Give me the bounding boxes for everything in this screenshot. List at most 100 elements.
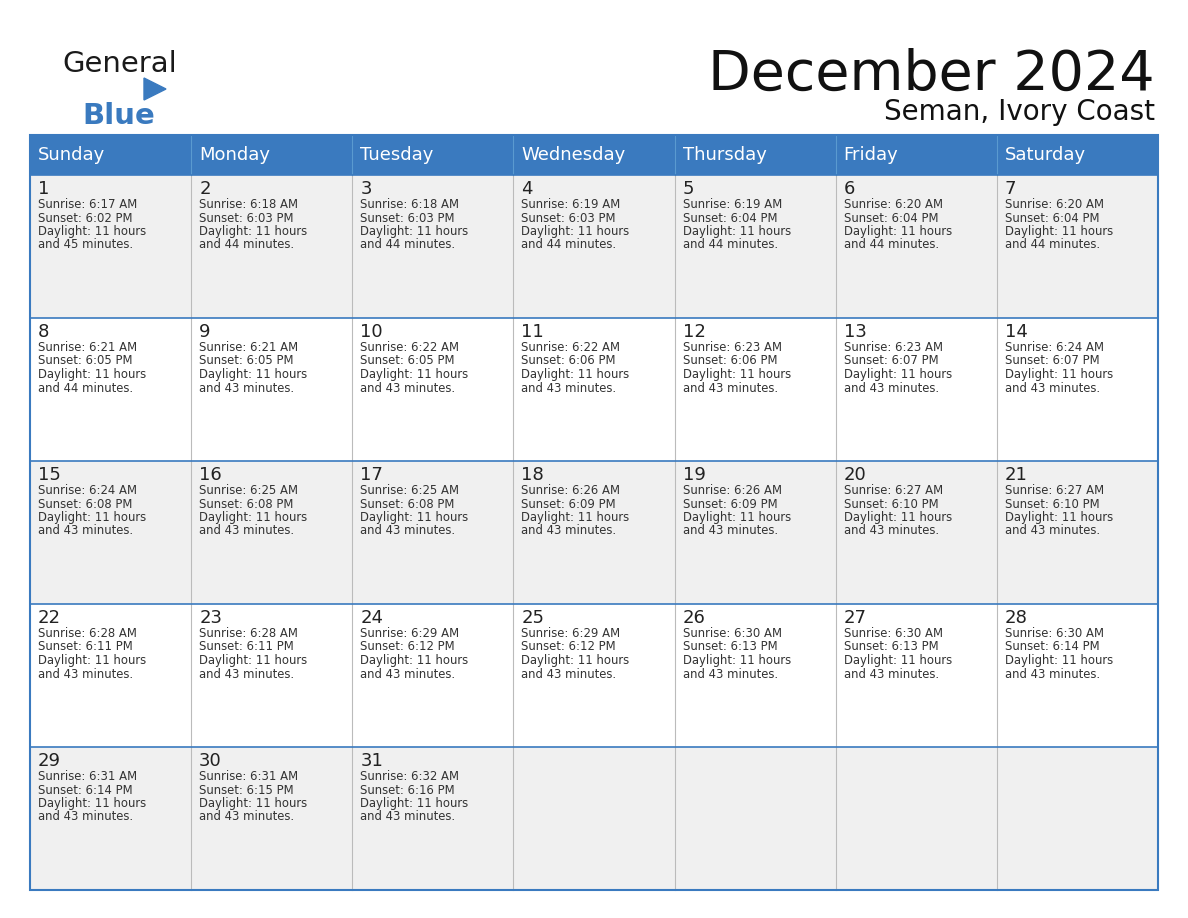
Text: 28: 28 xyxy=(1005,609,1028,627)
Text: Daylight: 11 hours: Daylight: 11 hours xyxy=(360,654,468,667)
Text: Sunset: 6:04 PM: Sunset: 6:04 PM xyxy=(1005,211,1099,225)
Text: Sunset: 6:04 PM: Sunset: 6:04 PM xyxy=(843,211,939,225)
Text: and 43 minutes.: and 43 minutes. xyxy=(38,667,133,680)
Text: Daylight: 11 hours: Daylight: 11 hours xyxy=(200,511,308,524)
Text: 1: 1 xyxy=(38,180,50,198)
Text: Daylight: 11 hours: Daylight: 11 hours xyxy=(843,368,952,381)
Text: Sunrise: 6:29 AM: Sunrise: 6:29 AM xyxy=(360,627,460,640)
Text: Sunrise: 6:30 AM: Sunrise: 6:30 AM xyxy=(683,627,782,640)
Text: Sunset: 6:09 PM: Sunset: 6:09 PM xyxy=(683,498,777,510)
Text: Sunset: 6:03 PM: Sunset: 6:03 PM xyxy=(200,211,293,225)
Text: Daylight: 11 hours: Daylight: 11 hours xyxy=(200,797,308,810)
Text: Blue: Blue xyxy=(82,102,154,130)
Text: 26: 26 xyxy=(683,609,706,627)
Text: Sunset: 6:06 PM: Sunset: 6:06 PM xyxy=(683,354,777,367)
Text: Daylight: 11 hours: Daylight: 11 hours xyxy=(360,368,468,381)
Text: Sunset: 6:02 PM: Sunset: 6:02 PM xyxy=(38,211,133,225)
Text: Daylight: 11 hours: Daylight: 11 hours xyxy=(843,654,952,667)
Text: 5: 5 xyxy=(683,180,694,198)
Text: Sunrise: 6:22 AM: Sunrise: 6:22 AM xyxy=(360,341,460,354)
Bar xyxy=(30,135,1158,890)
Text: 16: 16 xyxy=(200,466,222,484)
Text: 21: 21 xyxy=(1005,466,1028,484)
Text: and 44 minutes.: and 44 minutes. xyxy=(522,239,617,252)
Text: Daylight: 11 hours: Daylight: 11 hours xyxy=(38,511,146,524)
Text: Sunrise: 6:19 AM: Sunrise: 6:19 AM xyxy=(683,198,782,211)
Text: 15: 15 xyxy=(38,466,61,484)
Text: December 2024: December 2024 xyxy=(708,48,1155,102)
Text: Sunset: 6:10 PM: Sunset: 6:10 PM xyxy=(1005,498,1099,510)
Text: Daylight: 11 hours: Daylight: 11 hours xyxy=(38,654,146,667)
Text: Sunrise: 6:27 AM: Sunrise: 6:27 AM xyxy=(843,484,943,497)
Text: 3: 3 xyxy=(360,180,372,198)
Text: Sunrise: 6:22 AM: Sunrise: 6:22 AM xyxy=(522,341,620,354)
Text: 24: 24 xyxy=(360,609,384,627)
Text: and 44 minutes.: and 44 minutes. xyxy=(1005,239,1100,252)
Text: Seman, Ivory Coast: Seman, Ivory Coast xyxy=(884,98,1155,126)
Text: Daylight: 11 hours: Daylight: 11 hours xyxy=(1005,511,1113,524)
Text: and 43 minutes.: and 43 minutes. xyxy=(360,524,455,538)
Text: Sunrise: 6:20 AM: Sunrise: 6:20 AM xyxy=(1005,198,1104,211)
Text: Sunset: 6:05 PM: Sunset: 6:05 PM xyxy=(200,354,293,367)
Text: Wednesday: Wednesday xyxy=(522,146,626,164)
Text: Sunrise: 6:27 AM: Sunrise: 6:27 AM xyxy=(1005,484,1104,497)
Text: Sunrise: 6:30 AM: Sunrise: 6:30 AM xyxy=(1005,627,1104,640)
Text: Sunset: 6:13 PM: Sunset: 6:13 PM xyxy=(843,641,939,654)
Text: and 44 minutes.: and 44 minutes. xyxy=(683,239,778,252)
Text: Sunrise: 6:24 AM: Sunrise: 6:24 AM xyxy=(38,484,137,497)
Text: 13: 13 xyxy=(843,323,866,341)
Text: 10: 10 xyxy=(360,323,383,341)
Text: Sunrise: 6:28 AM: Sunrise: 6:28 AM xyxy=(38,627,137,640)
Text: and 43 minutes.: and 43 minutes. xyxy=(522,382,617,395)
Text: Sunset: 6:03 PM: Sunset: 6:03 PM xyxy=(360,211,455,225)
Text: Sunrise: 6:31 AM: Sunrise: 6:31 AM xyxy=(38,770,137,783)
Text: 23: 23 xyxy=(200,609,222,627)
Text: Sunrise: 6:25 AM: Sunrise: 6:25 AM xyxy=(200,484,298,497)
Text: and 43 minutes.: and 43 minutes. xyxy=(843,667,939,680)
Text: and 43 minutes.: and 43 minutes. xyxy=(683,667,778,680)
Text: Sunset: 6:03 PM: Sunset: 6:03 PM xyxy=(522,211,615,225)
Text: Sunset: 6:11 PM: Sunset: 6:11 PM xyxy=(200,641,293,654)
Text: Sunrise: 6:18 AM: Sunrise: 6:18 AM xyxy=(360,198,460,211)
Text: 9: 9 xyxy=(200,323,210,341)
Bar xyxy=(30,604,1158,747)
Text: Daylight: 11 hours: Daylight: 11 hours xyxy=(522,654,630,667)
Text: and 44 minutes.: and 44 minutes. xyxy=(360,239,455,252)
Text: Sunset: 6:07 PM: Sunset: 6:07 PM xyxy=(1005,354,1099,367)
Text: and 43 minutes.: and 43 minutes. xyxy=(38,524,133,538)
Text: 2: 2 xyxy=(200,180,210,198)
Text: and 43 minutes.: and 43 minutes. xyxy=(1005,524,1100,538)
Text: and 43 minutes.: and 43 minutes. xyxy=(843,382,939,395)
Text: Sunrise: 6:19 AM: Sunrise: 6:19 AM xyxy=(522,198,620,211)
Text: Daylight: 11 hours: Daylight: 11 hours xyxy=(200,225,308,238)
Text: Daylight: 11 hours: Daylight: 11 hours xyxy=(38,797,146,810)
Text: Saturday: Saturday xyxy=(1005,146,1086,164)
Text: Sunset: 6:07 PM: Sunset: 6:07 PM xyxy=(843,354,939,367)
Text: Sunset: 6:14 PM: Sunset: 6:14 PM xyxy=(1005,641,1099,654)
Text: Friday: Friday xyxy=(843,146,898,164)
Text: 8: 8 xyxy=(38,323,50,341)
Text: Sunrise: 6:26 AM: Sunrise: 6:26 AM xyxy=(683,484,782,497)
Text: 7: 7 xyxy=(1005,180,1017,198)
Bar xyxy=(30,175,1158,318)
Text: Sunset: 6:05 PM: Sunset: 6:05 PM xyxy=(360,354,455,367)
Text: Sunrise: 6:28 AM: Sunrise: 6:28 AM xyxy=(200,627,298,640)
Text: and 44 minutes.: and 44 minutes. xyxy=(38,382,133,395)
Text: 6: 6 xyxy=(843,180,855,198)
Text: Daylight: 11 hours: Daylight: 11 hours xyxy=(683,368,791,381)
Text: Daylight: 11 hours: Daylight: 11 hours xyxy=(200,368,308,381)
Text: Sunset: 6:11 PM: Sunset: 6:11 PM xyxy=(38,641,133,654)
Text: 29: 29 xyxy=(38,752,61,770)
Text: Sunrise: 6:24 AM: Sunrise: 6:24 AM xyxy=(1005,341,1104,354)
Text: and 43 minutes.: and 43 minutes. xyxy=(522,667,617,680)
Text: Sunrise: 6:29 AM: Sunrise: 6:29 AM xyxy=(522,627,620,640)
Text: Sunset: 6:12 PM: Sunset: 6:12 PM xyxy=(522,641,617,654)
Polygon shape xyxy=(144,78,166,100)
Text: and 43 minutes.: and 43 minutes. xyxy=(522,524,617,538)
Text: Tuesday: Tuesday xyxy=(360,146,434,164)
Text: Sunrise: 6:21 AM: Sunrise: 6:21 AM xyxy=(38,341,137,354)
Text: 19: 19 xyxy=(683,466,706,484)
Text: Sunset: 6:15 PM: Sunset: 6:15 PM xyxy=(200,783,293,797)
Text: 20: 20 xyxy=(843,466,866,484)
Text: Sunrise: 6:18 AM: Sunrise: 6:18 AM xyxy=(200,198,298,211)
